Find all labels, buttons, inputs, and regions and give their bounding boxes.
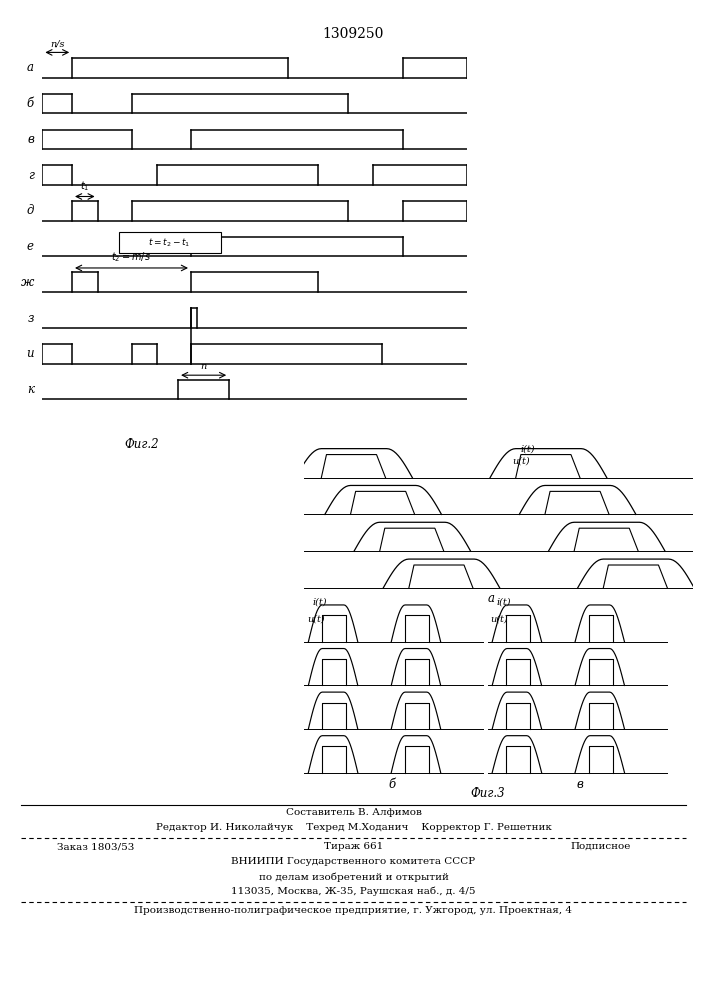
- Text: i(t): i(t): [520, 445, 535, 454]
- Text: г: г: [28, 169, 34, 182]
- Text: д: д: [26, 204, 34, 217]
- Text: а: а: [27, 61, 34, 74]
- Text: ж: ж: [21, 276, 34, 289]
- Text: б: б: [389, 778, 396, 791]
- Text: 1309250: 1309250: [323, 27, 384, 41]
- Text: n/s: n/s: [50, 40, 64, 49]
- Text: а: а: [488, 592, 495, 605]
- Text: и: и: [26, 347, 34, 360]
- Text: 113035, Москва, Ж-35, Раушская наб., д. 4/5: 113035, Москва, Ж-35, Раушская наб., д. …: [231, 887, 476, 896]
- Text: в: в: [27, 133, 34, 146]
- Text: Составитель В. Алфимов: Составитель В. Алфимов: [286, 808, 421, 817]
- Text: е: е: [27, 240, 34, 253]
- Text: $t = t_2 - t_1$: $t = t_2 - t_1$: [148, 236, 191, 249]
- Text: к: к: [27, 383, 34, 396]
- Text: Редактор И. Николайчук    Техред М.Ходанич    Корректор Г. Решетник: Редактор И. Николайчук Техред М.Ходанич …: [156, 823, 551, 832]
- Text: i(t): i(t): [312, 597, 327, 606]
- Text: ВНИИПИ Государственного комитета СССР: ВНИИПИ Государственного комитета СССР: [231, 857, 476, 866]
- Text: i(t): i(t): [496, 597, 511, 606]
- Text: Заказ 1803/53: Заказ 1803/53: [57, 842, 134, 851]
- Text: по делам изобретений и открытий: по делам изобретений и открытий: [259, 872, 448, 882]
- Text: $t_2 = m/s$: $t_2 = m/s$: [112, 250, 151, 264]
- Text: u(t): u(t): [513, 456, 530, 465]
- Text: u(t): u(t): [491, 615, 508, 624]
- Text: Подписное: Подписное: [571, 842, 631, 851]
- Text: Производственно-полиграфическое предприятие, г. Ужгород, ул. Проектная, 4: Производственно-полиграфическое предприя…: [134, 906, 573, 915]
- Text: Фиг.2: Фиг.2: [124, 438, 158, 451]
- Text: u(t): u(t): [307, 615, 325, 624]
- Text: з: з: [28, 312, 34, 325]
- Text: в: в: [576, 778, 583, 791]
- Text: $t_1$: $t_1$: [80, 179, 90, 193]
- Text: б: б: [27, 97, 34, 110]
- Bar: [119, 232, 221, 253]
- Text: Тираж 661: Тираж 661: [324, 842, 383, 851]
- Text: n: n: [201, 362, 206, 371]
- Text: Фиг.3: Фиг.3: [471, 787, 505, 800]
